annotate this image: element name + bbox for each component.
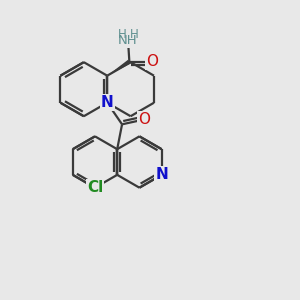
Text: H: H — [130, 28, 138, 40]
Text: O: O — [146, 54, 158, 69]
Text: H: H — [118, 28, 126, 40]
Text: Cl: Cl — [87, 180, 103, 195]
Text: O: O — [138, 112, 150, 127]
Polygon shape — [107, 60, 130, 76]
Text: N: N — [155, 167, 168, 182]
Text: N: N — [101, 95, 114, 110]
Text: NH: NH — [118, 34, 138, 46]
